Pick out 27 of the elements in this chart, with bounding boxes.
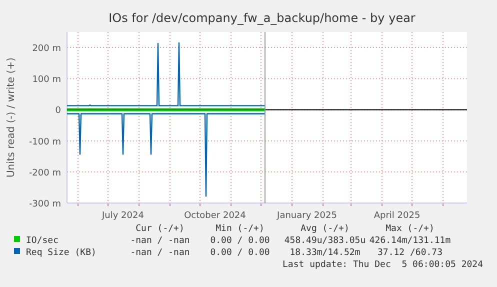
chart-title: IOs for /dev/company_fw_a_backup/home - by year (108, 11, 416, 25)
text: 426.14m/131.11m (369, 236, 451, 246)
text: 18.33m/14.52m (290, 248, 360, 258)
y-tick-label: 100 m (32, 75, 61, 86)
y-tick-label: 0 (55, 106, 62, 116)
text: Min (-/+) (216, 224, 264, 234)
text: Max (-/+) (386, 224, 434, 234)
text: 458.49u/383.05u (284, 236, 366, 246)
text: -nan / -nan (130, 248, 190, 258)
text: 37.12 /60.73 (377, 248, 443, 258)
text: 0.00 / 0.00 (210, 248, 270, 258)
y-tick-label: -300 m (28, 200, 61, 210)
x-tick-label: October 2024 (184, 211, 246, 221)
legend-label: Req Size (KB) (26, 248, 96, 258)
y-tick-label: -200 m (28, 168, 61, 178)
x-tick-label: January 2025 (276, 211, 337, 221)
y-tick-label: -100 m (28, 137, 61, 148)
x-tick-label: July 2024 (101, 211, 144, 221)
text: Last update: Thu Dec 5 06:00:05 2024 (282, 260, 483, 270)
text: 0.00 / 0.00 (210, 236, 270, 246)
legend-label: IO/sec (26, 236, 59, 246)
text: Cur (-/+) (136, 224, 184, 234)
y-axis-title: Units read (-) / write (+) (6, 57, 17, 178)
x-tick-label: April 2025 (374, 211, 420, 221)
text: -nan / -nan (130, 236, 190, 246)
y-tick-label: 200 m (32, 44, 61, 54)
text: Avg (-/+) (300, 224, 350, 234)
